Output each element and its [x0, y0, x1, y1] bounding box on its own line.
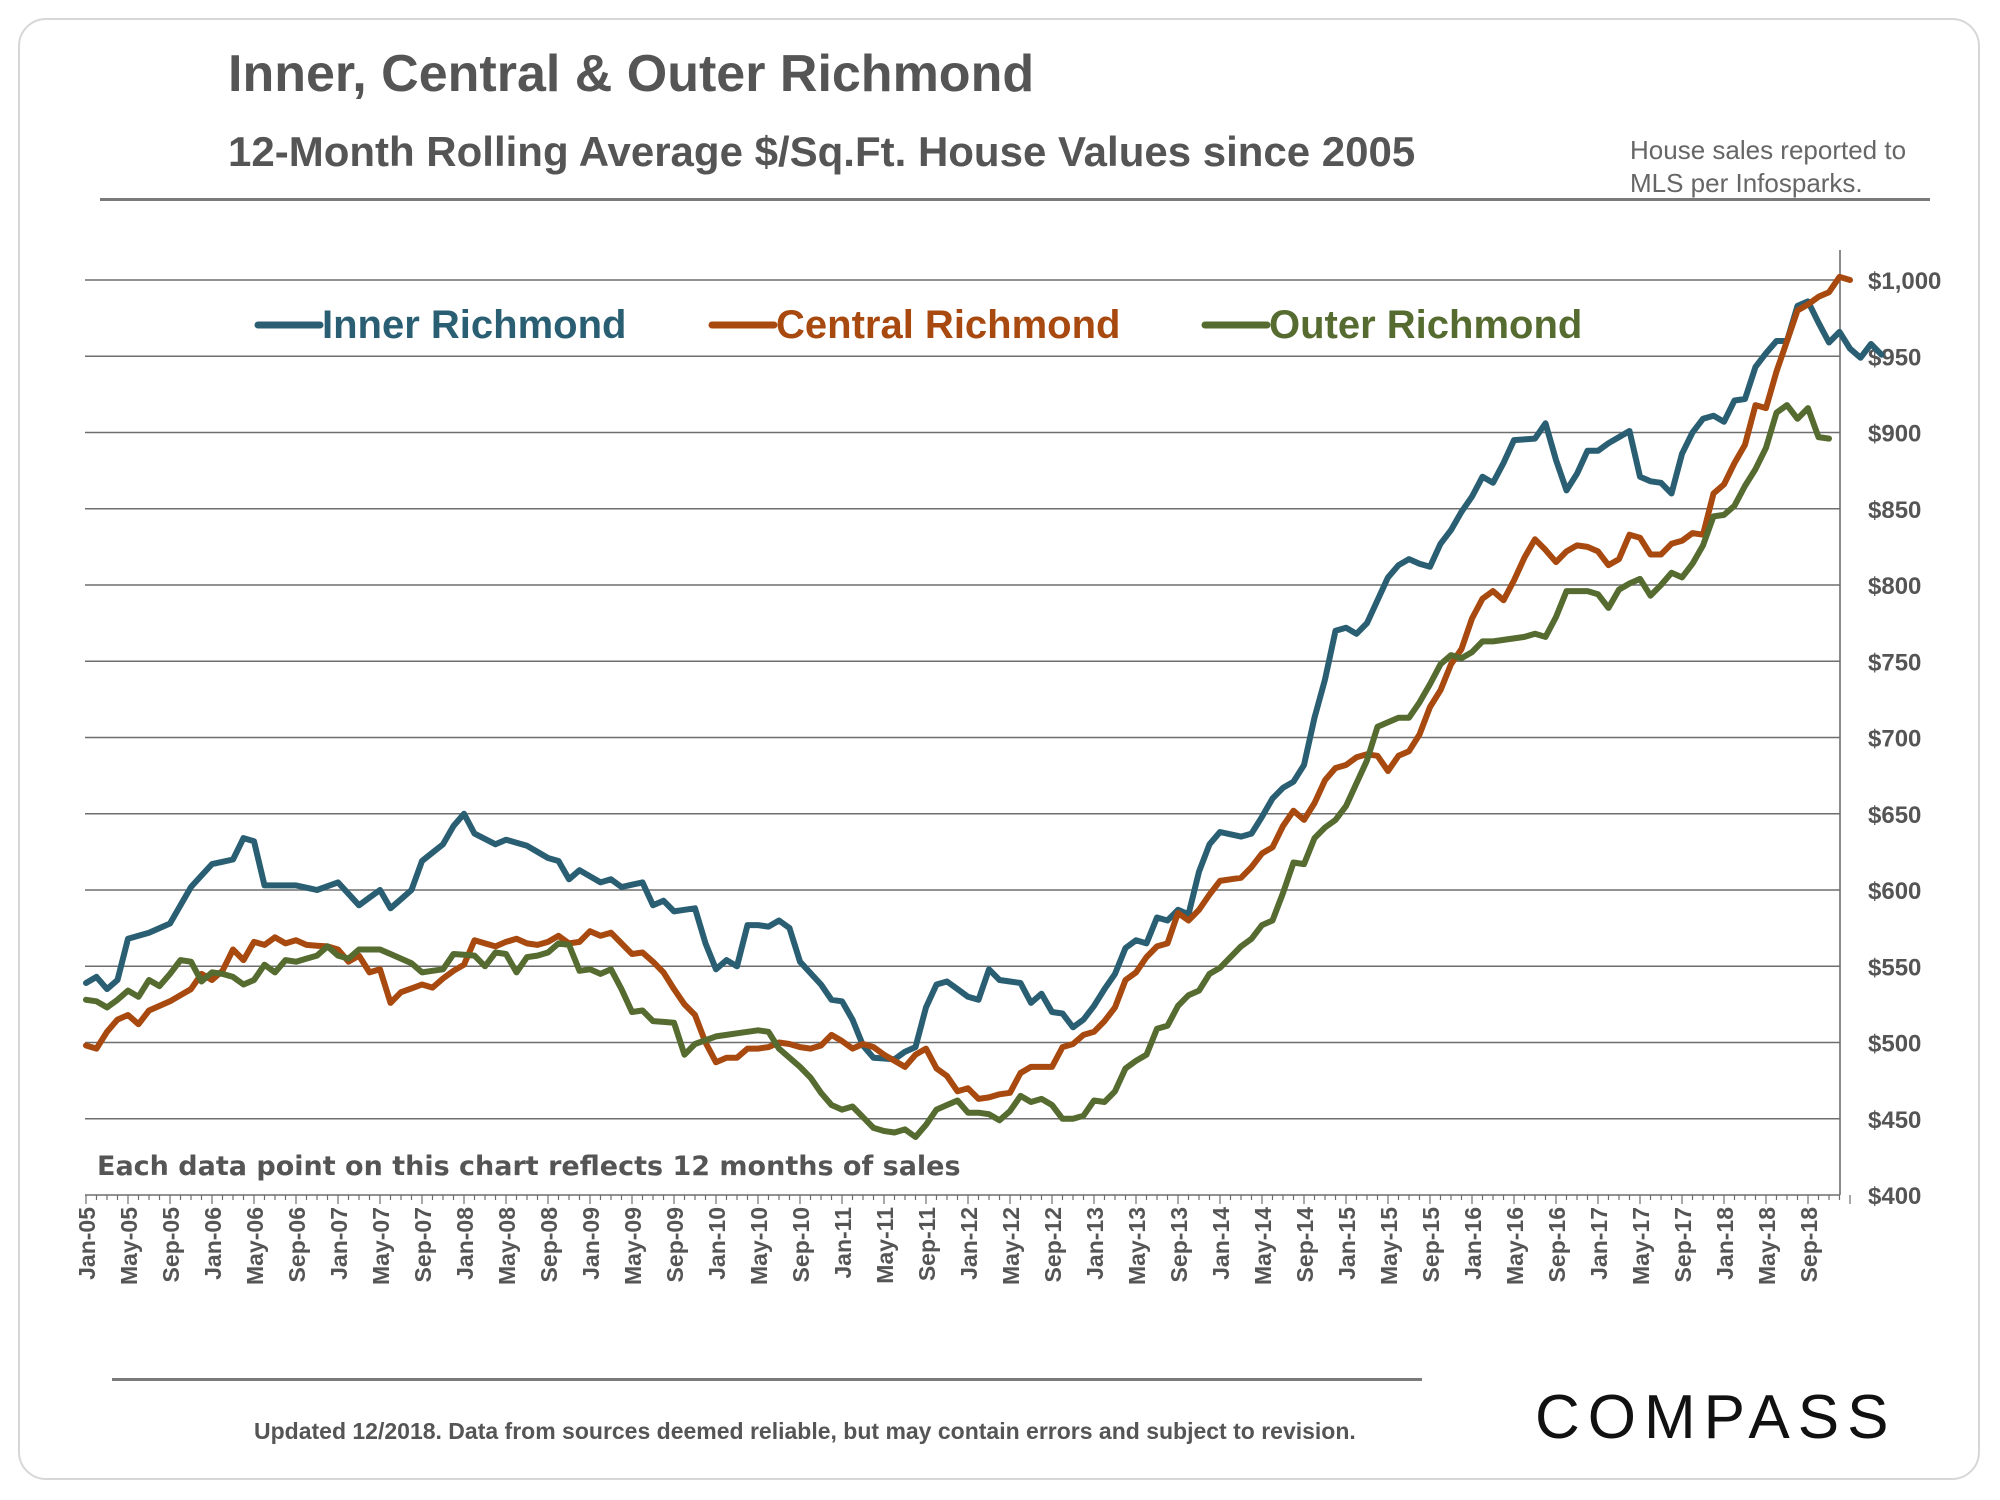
- chart-title: Inner, Central & Outer Richmond: [228, 45, 1035, 103]
- x-tick-label: May-18: [1754, 1207, 1780, 1285]
- x-tick-label: Sep-14: [1292, 1207, 1318, 1283]
- x-tick-label: Sep-07: [410, 1207, 436, 1282]
- y-tick-label: $900: [1868, 421, 1921, 448]
- x-tick-label: Jan-05: [74, 1207, 100, 1280]
- x-tick-label: Jan-16: [1460, 1207, 1486, 1280]
- x-tick-label: Jan-11: [830, 1207, 856, 1279]
- footer-disclaimer: Updated 12/2018. Data from sources deeme…: [254, 1418, 1356, 1444]
- x-tick-label: Jan-14: [1208, 1207, 1234, 1280]
- card-frame: [18, 18, 1980, 1480]
- x-tick-label: Sep-16: [1544, 1207, 1570, 1282]
- x-tick-label: Sep-15: [1418, 1207, 1444, 1283]
- x-tick-label: Sep-06: [284, 1207, 310, 1282]
- x-tick-label: May-17: [1628, 1207, 1654, 1285]
- source-note-line-2: MLS per Infosparks.: [1630, 168, 1863, 198]
- x-tick-label: Jan-08: [452, 1207, 478, 1280]
- x-tick-label: May-06: [242, 1207, 268, 1285]
- legend-label: Central Richmond: [776, 303, 1120, 347]
- chart-subtitle: 12-Month Rolling Average $/Sq.Ft. House …: [228, 128, 1416, 175]
- x-tick-label: Jan-07: [326, 1207, 352, 1280]
- x-tick-label: May-11: [872, 1207, 898, 1284]
- x-tick-label: Sep-12: [1040, 1207, 1066, 1282]
- y-tick-label: $400: [1868, 1183, 1921, 1210]
- x-tick-label: Sep-18: [1796, 1207, 1822, 1283]
- x-tick-label: May-07: [368, 1207, 394, 1285]
- x-tick-label: Sep-11: [914, 1207, 940, 1281]
- x-tick-label: Sep-08: [536, 1207, 562, 1283]
- x-tick-label: May-12: [998, 1207, 1024, 1285]
- x-tick-label: Jan-13: [1082, 1207, 1108, 1280]
- source-note: House sales reported to MLS per Infospar…: [1630, 134, 1930, 200]
- x-tick-label: May-13: [1124, 1207, 1150, 1285]
- x-tick-label: May-05: [116, 1207, 142, 1285]
- x-tick-label: May-09: [620, 1207, 646, 1285]
- x-axis: Jan-05 May-05 Sep-05 Jan-06 May-06 Sep-06 Jan-…: [74, 1194, 1851, 1285]
- legend: Inner Richmond Central Richmond Outer Rich…: [254, 303, 1582, 347]
- compass-logo: COMPASS: [1535, 1383, 1897, 1452]
- y-tick-label: $1,000: [1868, 268, 1941, 295]
- legend-label: Inner Richmond: [322, 303, 626, 347]
- x-tick-label: Jan-09: [578, 1207, 604, 1280]
- y-tick-label: $500: [1868, 1031, 1921, 1058]
- x-tick-label: May-08: [494, 1207, 520, 1285]
- y-tick-label: $550: [1868, 954, 1921, 981]
- x-tick-label: May-10: [746, 1207, 772, 1285]
- series-line-inner-richmond: [83, 298, 1885, 1063]
- y-axis: $400 $450 $500 $550 $600 $650 $700 $750 $800 $850…: [1839, 250, 1941, 1210]
- series-line-outer-richmond: [83, 402, 1832, 1140]
- y-tick-label: $750: [1868, 649, 1921, 676]
- y-tick-label: $650: [1868, 802, 1921, 829]
- x-tick-label: Sep-17: [1670, 1207, 1696, 1282]
- footer-divider: [112, 1378, 1422, 1381]
- x-tick-label: Jan-17: [1586, 1207, 1612, 1280]
- chart-annotation: Each data point on this chart reflects 1…: [97, 1151, 961, 1182]
- series-lines: [83, 273, 1885, 1140]
- x-tick-label: Jan-18: [1712, 1207, 1738, 1280]
- y-tick-label: $850: [1868, 497, 1921, 524]
- x-tick-label: Jan-10: [704, 1207, 730, 1280]
- x-tick-label: Sep-09: [662, 1207, 688, 1282]
- x-tick-label: May-14: [1250, 1207, 1276, 1285]
- x-tick-label: Jan-12: [956, 1207, 982, 1280]
- x-tick-label: Sep-13: [1166, 1207, 1192, 1282]
- x-tick-label: Jan-06: [200, 1207, 226, 1280]
- gridlines: [85, 279, 1840, 1120]
- x-tick-label: May-16: [1502, 1207, 1528, 1285]
- y-tick-label: $450: [1868, 1107, 1921, 1134]
- y-tick-label: $700: [1868, 726, 1921, 753]
- header-divider: [100, 198, 1930, 201]
- x-tick-label: May-15: [1376, 1207, 1402, 1285]
- x-tick-label: Sep-10: [788, 1207, 814, 1282]
- series-line-central-richmond: [83, 273, 1853, 1102]
- y-tick-label: $600: [1868, 878, 1921, 905]
- y-tick-label: $800: [1868, 573, 1921, 600]
- x-tick-label: Jan-15: [1334, 1207, 1360, 1280]
- legend-label: Outer Richmond: [1269, 303, 1582, 347]
- source-note-line-1: House sales reported to: [1630, 135, 1907, 165]
- x-tick-label: Sep-05: [158, 1207, 184, 1283]
